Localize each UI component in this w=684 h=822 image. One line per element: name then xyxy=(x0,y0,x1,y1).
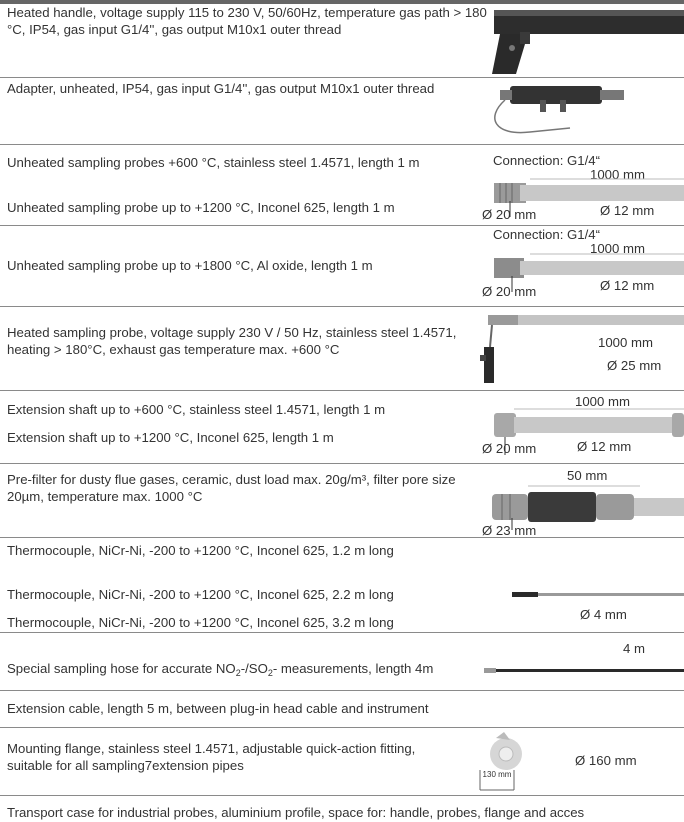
table-row: Heated sampling probe, voltage supply 23… xyxy=(0,307,684,391)
length-label: 4 m xyxy=(623,641,645,656)
row-description: Transport case for industrial probes, al… xyxy=(7,805,585,820)
sampling-hose-image xyxy=(484,668,684,673)
row-description: Thermocouple, NiCr-Ni, -200 to +1200 °C,… xyxy=(7,587,394,602)
table-row: Unheated sampling probes +600 °C, stainl… xyxy=(0,145,684,226)
length-label: 1000 mm xyxy=(598,335,653,350)
mounting-flange-image xyxy=(479,732,522,791)
row-description: Extension shaft up to +600 °C, stainless… xyxy=(7,402,386,417)
inner-diameter-label: Ø 12 mm xyxy=(600,203,655,218)
row-description: Heated sampling probe, voltage supply 23… xyxy=(7,325,457,357)
row-description: Unheated sampling probes +600 °C, stainl… xyxy=(7,155,420,170)
probe-image xyxy=(494,178,684,217)
diameter-label: Ø 4 mm xyxy=(580,607,627,622)
length-label: 1000 mm xyxy=(575,394,630,409)
thermocouple-image xyxy=(512,592,684,597)
row-description: Extension shaft up to +1200 °C, Inconel … xyxy=(7,430,334,445)
adapter-image xyxy=(494,86,624,134)
length-label: 1000 mm xyxy=(590,241,645,256)
outer-diameter-label: Ø 20 mm xyxy=(482,441,537,456)
row-description: Heated handle, voltage supply 115 to 230… xyxy=(7,5,487,37)
header-bar xyxy=(0,0,684,4)
row-description: Pre-filter for dusty flue gases, ceramic… xyxy=(7,472,456,504)
outer-diameter-label: Ø 20 mm xyxy=(482,207,537,222)
table-row: Special sampling hose for accurate NO2-/… xyxy=(0,633,684,691)
diameter-label: Ø 160 mm xyxy=(575,753,637,768)
table-row: Transport case for industrial probes, al… xyxy=(0,796,684,822)
pre-filter-image xyxy=(492,485,684,530)
inner-diameter-label: Ø 12 mm xyxy=(600,278,655,293)
inner-diameter-label: Ø 12 mm xyxy=(577,439,632,454)
table-row: Unheated sampling probe up to +1800 °C, … xyxy=(0,226,684,307)
outer-diameter-label: Ø 20 mm xyxy=(482,284,537,299)
row-description: Unheated sampling probe up to +1800 °C, … xyxy=(7,258,373,273)
row-description: Extension cable, length 5 m, between plu… xyxy=(7,701,429,716)
extension-shaft-image xyxy=(494,408,684,455)
row-description: Mounting flange, stainless steel 1.4571,… xyxy=(7,741,416,773)
table-row: Pre-filter for dusty flue gases, ceramic… xyxy=(0,464,684,538)
table-row: Thermocouple, NiCr-Ni, -200 to +1200 °C,… xyxy=(0,538,684,633)
connection-label: Connection: G1/4“ xyxy=(493,227,601,242)
row-description: Thermocouple, NiCr-Ni, -200 to +1200 °C,… xyxy=(7,543,394,558)
inner-diameter-label: 130 mm xyxy=(482,770,512,779)
table-row: Heated handle, voltage supply 115 to 230… xyxy=(0,4,684,78)
connection-label: Connection: G1/4“ xyxy=(493,153,601,168)
row-description: Unheated sampling probe up to +1200 °C, … xyxy=(7,200,395,215)
row-description: Special sampling hose for accurate NO2-/… xyxy=(7,661,434,678)
table-row: Adapter, unheated, IP54, gas input G1/4'… xyxy=(0,78,684,145)
length-label: 50 mm xyxy=(567,468,608,483)
diameter-label: Ø 23 mm xyxy=(482,523,537,538)
row-description: Adapter, unheated, IP54, gas input G1/4'… xyxy=(7,81,435,96)
table-row: Extension cable, length 5 m, between plu… xyxy=(0,691,684,728)
length-label: 1000 mm xyxy=(590,167,645,182)
table-row: Mounting flange, stainless steel 1.4571,… xyxy=(0,728,684,796)
diameter-label: Ø 25 mm xyxy=(607,358,662,373)
probe-image xyxy=(494,253,684,292)
table-row: Extension shaft up to +600 °C, stainless… xyxy=(0,391,684,464)
heated-probe-image xyxy=(480,315,684,383)
row-description: Thermocouple, NiCr-Ni, -200 to +1200 °C,… xyxy=(7,615,394,630)
heated-handle-image xyxy=(492,10,684,74)
